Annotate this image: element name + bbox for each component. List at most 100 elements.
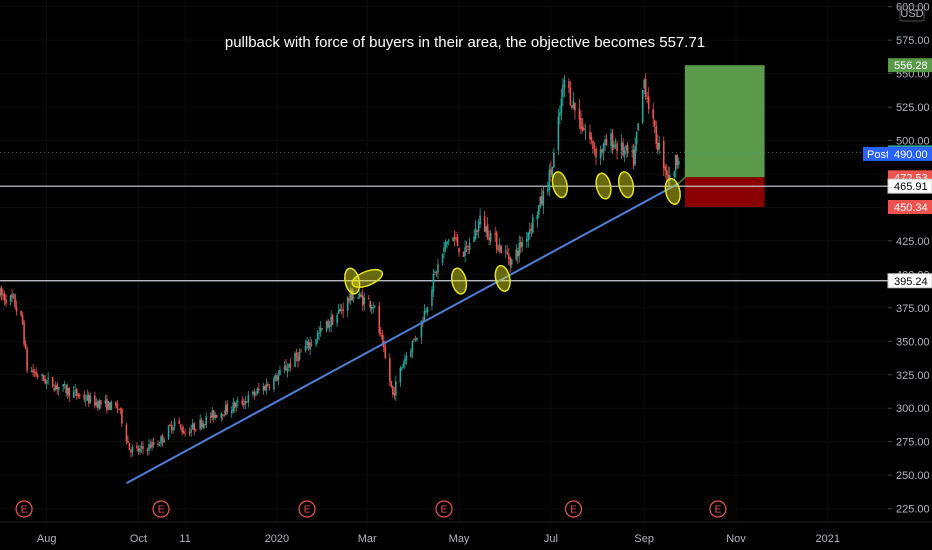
touch-ellipse[interactable]: [617, 171, 636, 199]
candle-body: [209, 415, 212, 418]
touch-ellipse[interactable]: [493, 264, 512, 292]
candle-body: [506, 252, 509, 254]
candle-body: [378, 305, 381, 334]
candle-body: [194, 429, 197, 431]
candle-body: [188, 432, 191, 434]
earnings-event-marker[interactable]: [298, 500, 316, 518]
candle-body: [191, 423, 194, 429]
candle-body: [20, 310, 22, 316]
candle-body: [495, 232, 498, 250]
candle-body: [532, 217, 534, 233]
earnings-event-marker[interactable]: [15, 500, 33, 518]
price-tag-label: 450.34: [894, 202, 928, 214]
candle-body: [530, 228, 533, 231]
candle-body: [346, 297, 349, 311]
candle-body: [127, 440, 129, 443]
candle-body: [244, 400, 247, 405]
candle-body: [0, 288, 1, 297]
earnings-event-marker[interactable]: [435, 500, 453, 518]
candle-body: [130, 450, 132, 453]
touch-ellipses[interactable]: [343, 171, 683, 296]
candle-body: [77, 394, 80, 397]
currency-badge[interactable]: USD: [899, 5, 925, 22]
candle-body: [106, 398, 108, 411]
trendline-line[interactable]: [125, 182, 680, 485]
candle-body: [14, 294, 16, 308]
horizontal-levels[interactable]: [0, 151, 888, 282]
price-tick-label: 425.00: [896, 236, 930, 248]
position-box[interactable]: [684, 65, 765, 208]
candle-body: [199, 419, 201, 430]
touch-ellipse[interactable]: [550, 171, 569, 199]
candle-body: [181, 427, 183, 433]
touch-ellipse[interactable]: [663, 177, 682, 205]
candle-body: [182, 431, 185, 434]
time-tick-label: Nov: [726, 533, 746, 545]
candle-body: [172, 427, 174, 430]
price-tick-label: 500.00: [896, 136, 930, 148]
time-tick-label: May: [449, 533, 470, 545]
candle-body: [589, 132, 591, 140]
candle-body: [318, 332, 320, 334]
candle-body: [361, 295, 364, 306]
trendline-projection: [678, 152, 711, 184]
earnings-event-marker[interactable]: [152, 500, 170, 518]
candle-body: [568, 81, 570, 88]
candle-body: [9, 295, 12, 302]
candle-body: [348, 298, 350, 301]
post-tag-label: Post: [867, 149, 889, 161]
candle-body: [610, 133, 612, 146]
candle-body: [498, 244, 501, 251]
candle-body: [474, 228, 477, 239]
candle-body: [677, 161, 680, 165]
candle-body: [140, 446, 143, 448]
candle-body: [51, 376, 54, 387]
candle-body: [674, 154, 677, 171]
candle-body: [84, 400, 87, 402]
candle-body: [458, 247, 460, 253]
candle-body: [420, 320, 423, 338]
candle-body: [516, 251, 519, 257]
candle-body: [631, 150, 633, 152]
time-tick-label: 2021: [816, 533, 840, 545]
candle-body: [614, 145, 617, 147]
candle-body: [214, 414, 217, 418]
candle-body: [527, 232, 530, 241]
candle-body: [44, 378, 46, 384]
candle-body: [569, 88, 572, 106]
candle-body: [256, 388, 259, 394]
candle-body: [357, 297, 360, 299]
price-markers: 556.28491.17472.53465.91450.34395.24Post…: [863, 58, 932, 289]
time-axis[interactable]: Aug Oct 11 2020 Mar May Jul Sep Nov 2021: [0, 521, 932, 550]
candle-body: [65, 384, 68, 394]
candle-body: [0, 287, 3, 295]
candle-body: [595, 148, 597, 158]
candlestick-series: [0, 73, 680, 458]
touch-ellipse[interactable]: [450, 267, 469, 295]
candle-body: [444, 242, 447, 249]
candle-body: [541, 196, 543, 205]
candle-body: [528, 229, 531, 235]
candle-body: [131, 446, 134, 453]
candle-body: [66, 387, 69, 395]
candle-body: [593, 149, 596, 151]
earnings-event-marker[interactable]: [564, 500, 583, 518]
candle-body: [462, 251, 465, 257]
candle-body: [476, 230, 478, 232]
candle-body: [98, 400, 101, 409]
candle-body: [616, 143, 618, 152]
candle-body: [483, 216, 486, 232]
candle-body: [392, 385, 394, 395]
candle-body: [426, 307, 429, 313]
touch-ellipse[interactable]: [350, 266, 385, 291]
earnings-event-marker[interactable]: [709, 500, 727, 518]
price-tick-label: 600.00: [896, 2, 930, 14]
candle-body: [485, 226, 487, 233]
touch-ellipse[interactable]: [594, 172, 613, 200]
trendline[interactable]: [125, 152, 711, 485]
candle-body: [142, 446, 144, 450]
candle-body: [136, 445, 138, 448]
candle-body: [264, 386, 266, 391]
